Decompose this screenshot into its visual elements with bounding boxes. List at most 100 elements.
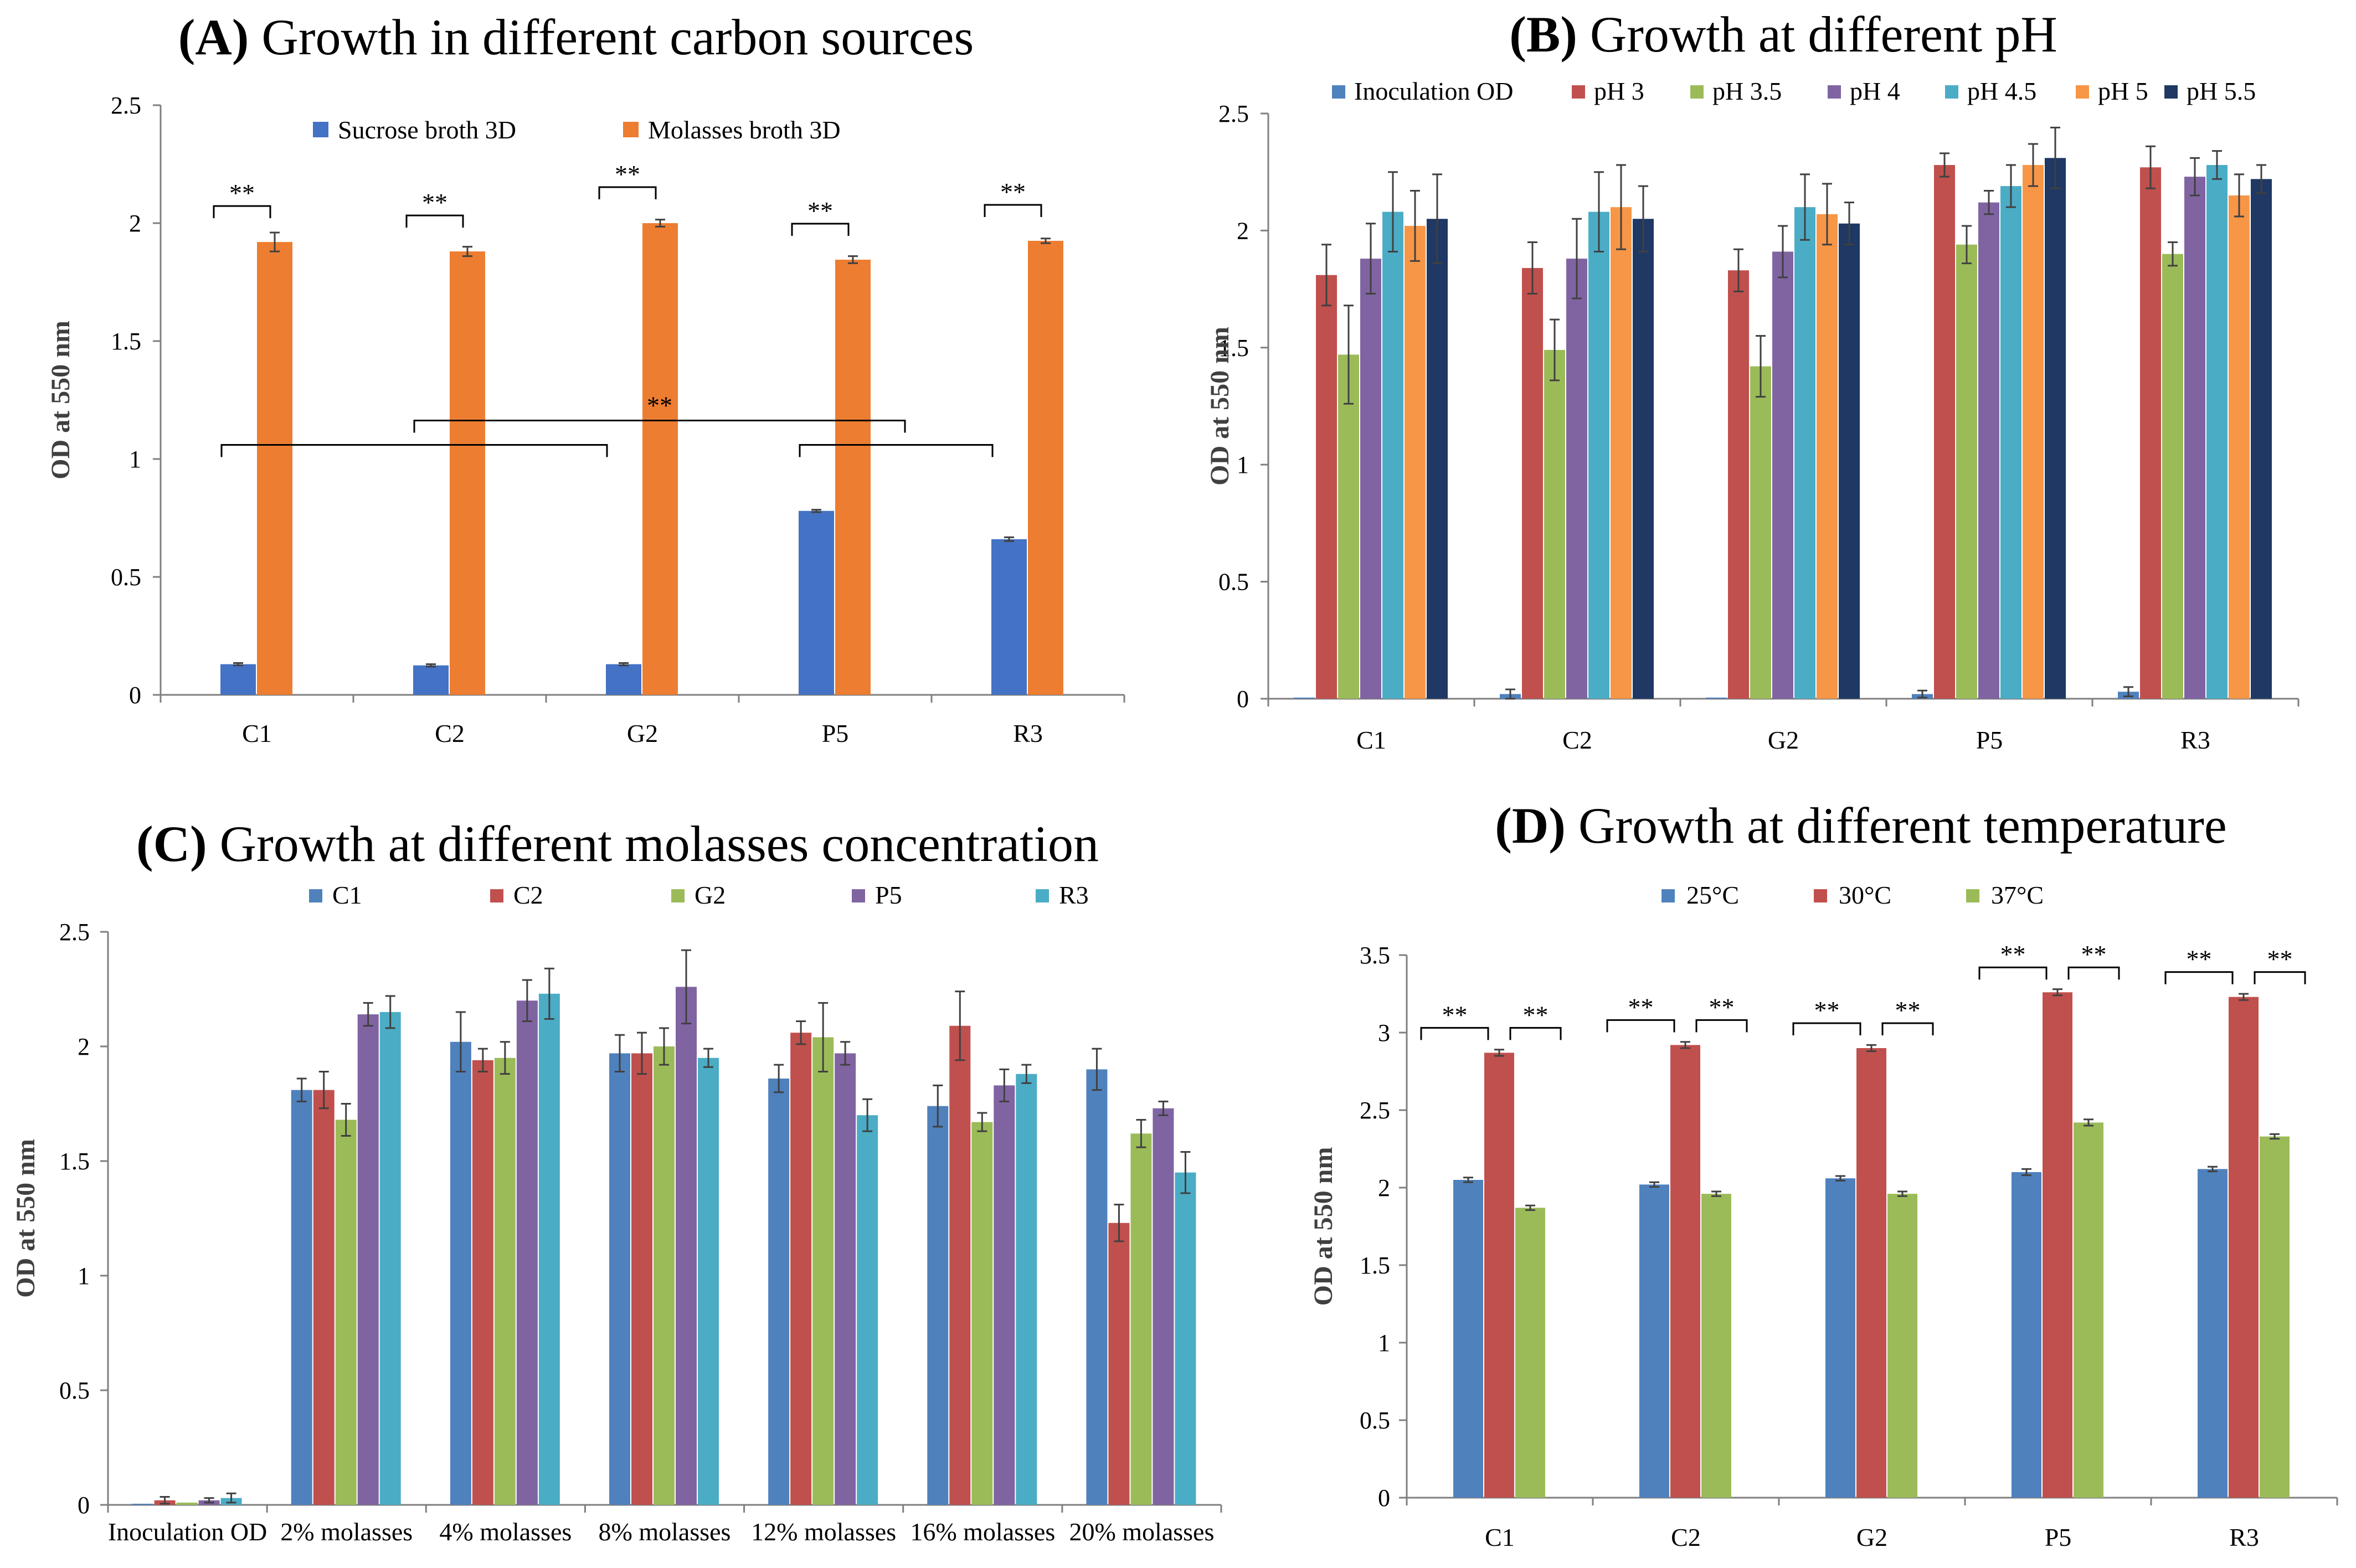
x-category-label: 12% molasses bbox=[751, 1518, 896, 1546]
bar bbox=[812, 1037, 834, 1505]
bar bbox=[1453, 1180, 1483, 1498]
legend-label: pH 3.5 bbox=[1712, 77, 1782, 105]
legend-swatch bbox=[1828, 85, 1841, 99]
y-tick-label: 0 bbox=[1378, 1484, 1390, 1512]
panel-title: (A) Growth in different carbon sources bbox=[178, 9, 974, 65]
bar bbox=[335, 1120, 357, 1505]
y-tick-label: 1 bbox=[1237, 451, 1249, 478]
legend-label: pH 5 bbox=[2098, 77, 2148, 105]
bar bbox=[1382, 212, 1403, 699]
legend-swatch bbox=[1661, 889, 1675, 902]
bar bbox=[176, 1502, 198, 1505]
bar bbox=[1750, 366, 1771, 699]
bar bbox=[413, 665, 449, 695]
significance-label: ** bbox=[422, 188, 447, 216]
bar bbox=[1294, 697, 1315, 699]
y-tick-label: 3.5 bbox=[1360, 942, 1390, 969]
bar bbox=[994, 1085, 1015, 1505]
significance-bracket bbox=[1420, 1027, 1489, 1040]
bar bbox=[2229, 195, 2250, 699]
bar bbox=[1108, 1223, 1130, 1505]
bar bbox=[1701, 1194, 1731, 1498]
bar bbox=[2260, 1136, 2290, 1498]
significance-label: ** bbox=[615, 160, 640, 188]
legend-swatch bbox=[1814, 889, 1827, 902]
bar bbox=[1839, 223, 1860, 699]
significance-bracket bbox=[213, 205, 271, 219]
y-axis-title: OD at 550 nm bbox=[1205, 327, 1234, 486]
bar bbox=[2140, 167, 2161, 699]
y-tick-label: 1.5 bbox=[1218, 334, 1249, 362]
bar bbox=[450, 1041, 471, 1505]
bar bbox=[357, 1014, 379, 1505]
bar bbox=[971, 1122, 993, 1505]
legend-swatch bbox=[1036, 889, 1049, 902]
significance-bracket bbox=[1881, 1022, 1934, 1035]
legend-swatch bbox=[2164, 85, 2178, 99]
bar bbox=[291, 1090, 312, 1505]
bar bbox=[1611, 207, 1632, 699]
significance-label: ** bbox=[1628, 993, 1654, 1021]
bar bbox=[1086, 1069, 1108, 1505]
y-tick-label: 2 bbox=[78, 1033, 90, 1060]
bar bbox=[379, 1012, 401, 1505]
bar bbox=[538, 993, 560, 1505]
bar bbox=[1706, 697, 1727, 699]
y-tick-label: 3 bbox=[1378, 1019, 1390, 1046]
panel-title-text: Growth at different temperature bbox=[1578, 797, 2227, 854]
y-tick-label: 1 bbox=[1378, 1329, 1390, 1356]
x-category-label: R3 bbox=[2229, 1523, 2259, 1551]
x-category-label: C1 bbox=[1356, 726, 1386, 754]
legend-swatch bbox=[1572, 85, 1585, 99]
legend-label: G2 bbox=[695, 881, 726, 909]
bar bbox=[494, 1058, 516, 1505]
bar bbox=[1028, 240, 1063, 695]
y-tick-label: 2.5 bbox=[1218, 100, 1249, 127]
bar bbox=[1728, 270, 1749, 699]
legend-swatch bbox=[1945, 85, 1958, 99]
panel-title: (B) Growth at different pH bbox=[1509, 6, 2057, 63]
legend-label: C2 bbox=[513, 881, 543, 909]
bar bbox=[2251, 179, 2272, 699]
x-category-label: G2 bbox=[627, 719, 658, 747]
legend-swatch bbox=[671, 889, 685, 902]
x-category-label: P5 bbox=[2045, 1523, 2072, 1551]
bar bbox=[631, 1053, 652, 1505]
y-tick-label: 0 bbox=[78, 1492, 90, 1519]
x-category-label: 4% molasses bbox=[439, 1518, 572, 1546]
x-category-label: P5 bbox=[822, 719, 849, 747]
bar bbox=[2198, 1169, 2228, 1498]
bar bbox=[220, 664, 256, 695]
x-category-label: C1 bbox=[242, 719, 272, 747]
bar bbox=[1588, 212, 1609, 699]
significance-bracket bbox=[984, 204, 1042, 217]
bar bbox=[1670, 1045, 1700, 1498]
bar bbox=[1956, 244, 1977, 699]
bar bbox=[132, 1503, 153, 1505]
y-tick-label: 0 bbox=[129, 682, 141, 709]
bar bbox=[1887, 1194, 1917, 1498]
bar bbox=[2162, 254, 2183, 699]
significance-bracket bbox=[791, 223, 850, 236]
legend-label: Sucrose broth 3D bbox=[338, 116, 516, 144]
legend-label: pH 5.5 bbox=[2187, 77, 2256, 105]
panel-title-letter: (D) bbox=[1495, 797, 1578, 854]
bar bbox=[2206, 165, 2228, 699]
significance-bracket bbox=[1978, 966, 2048, 980]
significance-label: ** bbox=[229, 179, 255, 207]
x-category-label: C2 bbox=[435, 719, 465, 747]
bar bbox=[799, 510, 834, 695]
bar bbox=[516, 1000, 538, 1505]
x-category-label: C1 bbox=[1485, 1523, 1515, 1551]
y-tick-label: 1 bbox=[129, 446, 141, 473]
x-category-label: R3 bbox=[2180, 726, 2210, 754]
significance-label: ** bbox=[1895, 996, 1921, 1024]
panel-title-text: Growth at different pH bbox=[1590, 6, 2057, 63]
y-axis-title: OD at 550 nm bbox=[11, 1139, 40, 1298]
bar bbox=[1978, 202, 1999, 699]
bar bbox=[2074, 1122, 2103, 1498]
bar bbox=[991, 539, 1027, 695]
bar bbox=[768, 1078, 790, 1505]
bar bbox=[1016, 1074, 1037, 1505]
bar bbox=[1856, 1048, 1886, 1498]
